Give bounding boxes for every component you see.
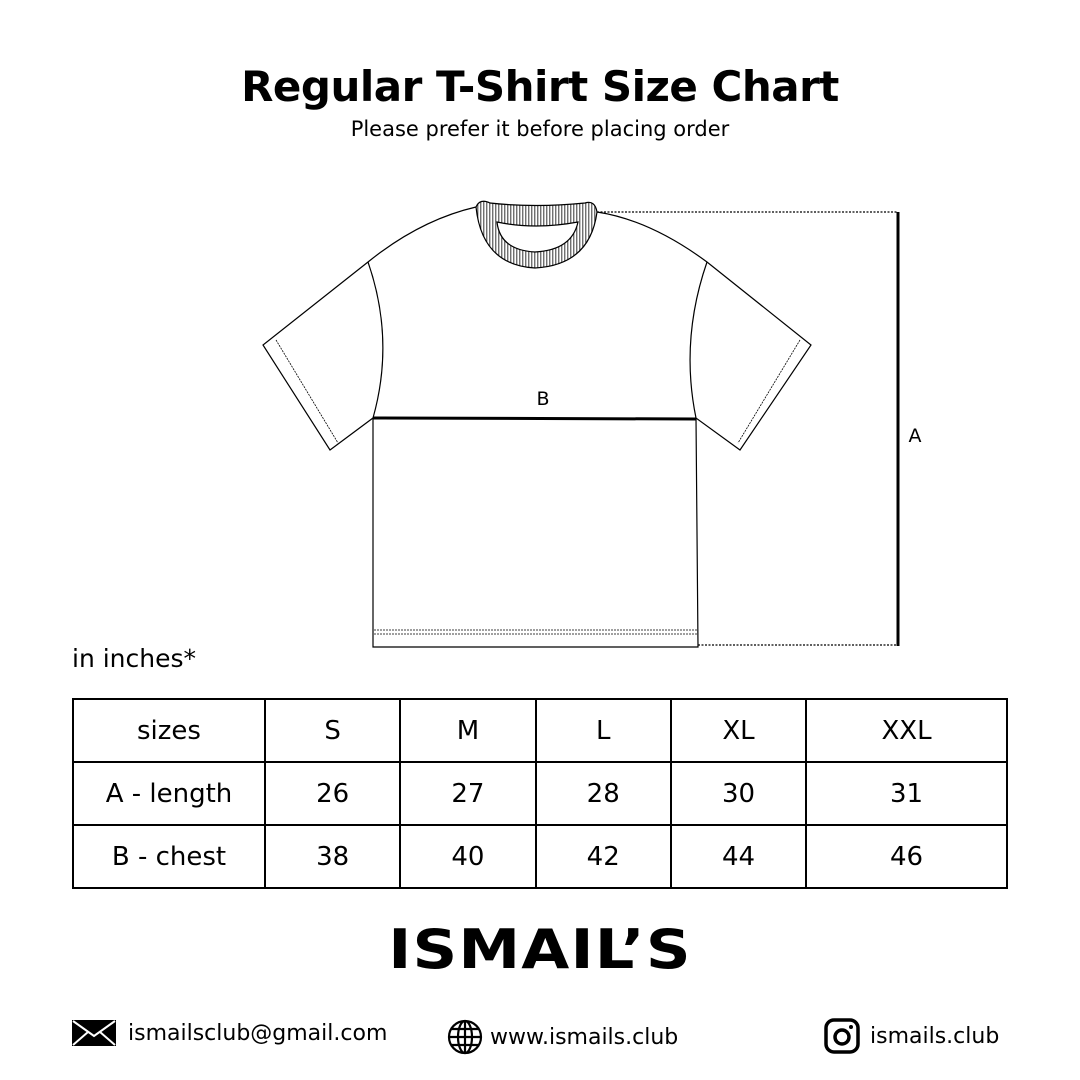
table-row: B - chest 38 40 42 44 46 xyxy=(72,824,1008,889)
label-b: B xyxy=(536,388,549,410)
header-cell: L xyxy=(534,698,672,763)
tshirt-outline xyxy=(262,200,812,648)
header-cell: sizes xyxy=(72,698,266,763)
header-cell: M xyxy=(399,698,537,763)
tshirt-diagram: B A xyxy=(262,200,922,648)
row-label: A - length xyxy=(72,761,266,826)
table-cell: 38 xyxy=(263,824,402,889)
unit-note: in inches* xyxy=(72,644,197,673)
table-cell: 46 xyxy=(805,824,1008,889)
brand-logo: ISMAIL’S xyxy=(388,918,692,981)
table-cell: 40 xyxy=(399,824,537,889)
table-header-row: sizes S M L XL XXL xyxy=(72,698,1008,763)
website-text[interactable]: www.ismails.club xyxy=(490,1024,679,1050)
contact-email[interactable]: ismailsclub@gmail.com xyxy=(72,1018,387,1048)
table-row: A - length 26 27 28 30 31 xyxy=(72,761,1008,826)
contact-instagram[interactable]: ismails.club xyxy=(824,1018,999,1054)
table-cell: 42 xyxy=(534,824,672,889)
instagram-text[interactable]: ismails.club xyxy=(870,1023,1000,1049)
table-cell: 44 xyxy=(669,824,808,889)
table-cell: 30 xyxy=(669,761,808,826)
instagram-icon xyxy=(824,1018,860,1054)
table-cell: 28 xyxy=(534,761,672,826)
header-cell: S xyxy=(263,698,402,763)
header-cell: XXL xyxy=(805,698,1008,763)
chest-measure-line xyxy=(372,416,697,421)
email-text[interactable]: ismailsclub@gmail.com xyxy=(128,1020,388,1046)
table-cell: 26 xyxy=(263,761,402,826)
row-label: B - chest xyxy=(72,824,266,889)
page-subtitle: Please prefer it before placing order xyxy=(350,117,730,141)
table-cell: 27 xyxy=(399,761,537,826)
contact-website[interactable]: www.ismails.club xyxy=(446,1018,678,1056)
size-table: sizes S M L XL XXL A - length 26 27 28 3… xyxy=(72,698,1008,889)
envelope-icon xyxy=(72,1020,116,1046)
header-cell: XL xyxy=(669,698,808,763)
table-cell: 31 xyxy=(805,761,1008,826)
globe-icon xyxy=(447,1019,483,1055)
label-a: A xyxy=(909,425,922,447)
page-title: Regular T-Shirt Size Chart xyxy=(241,62,839,111)
